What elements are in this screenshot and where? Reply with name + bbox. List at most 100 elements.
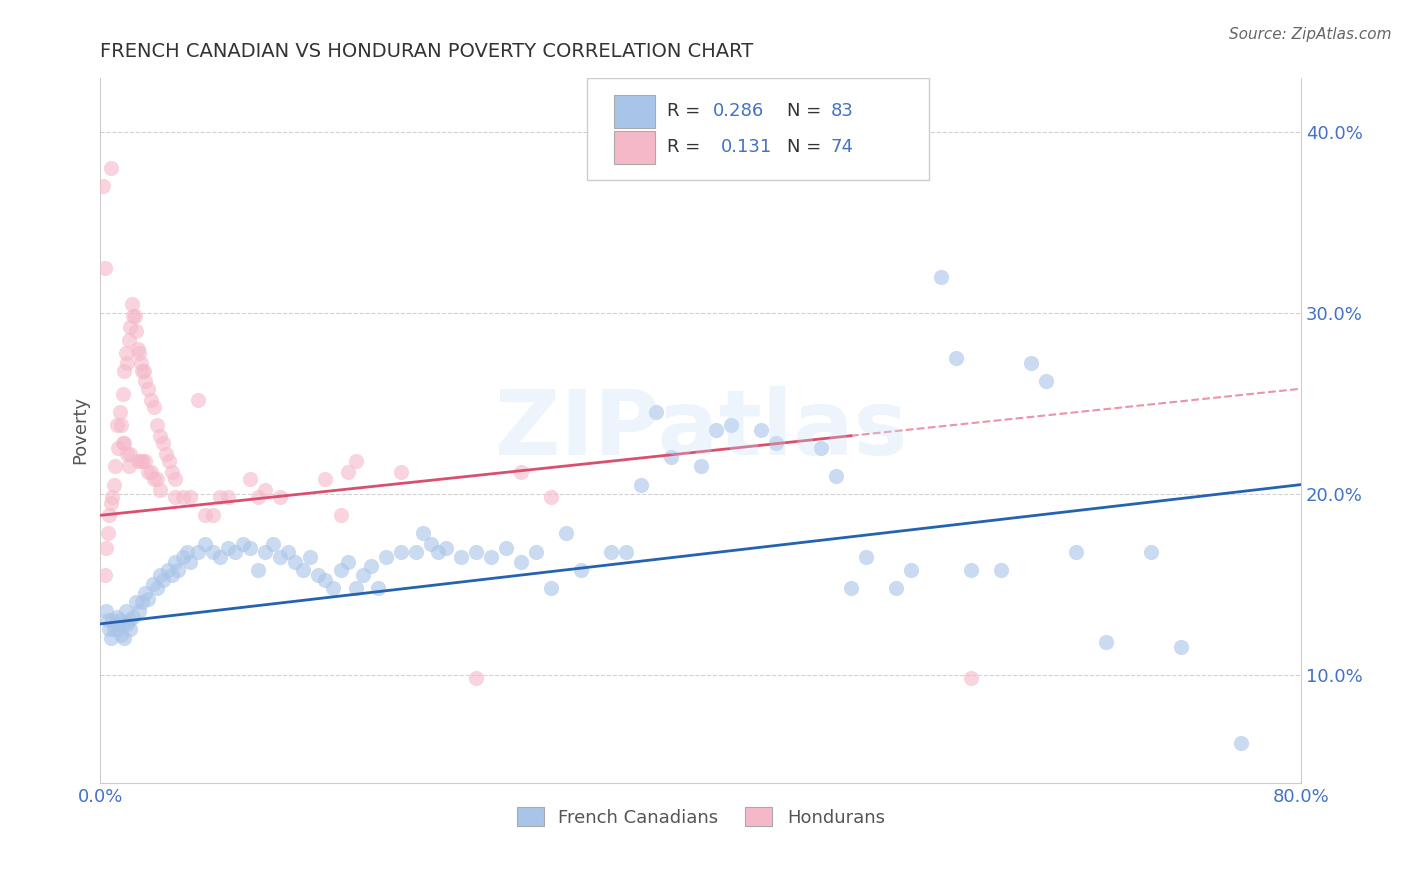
Point	[120, 447, 142, 461]
Point	[94, 568, 117, 582]
Point	[152, 436, 174, 450]
Point	[479, 549, 502, 564]
Point	[239, 541, 262, 555]
Point	[131, 454, 153, 468]
Point	[1035, 375, 1057, 389]
Point	[194, 537, 217, 551]
Point	[112, 632, 135, 646]
Point	[129, 454, 152, 468]
Point	[120, 622, 142, 636]
Point	[704, 423, 727, 437]
Point	[96, 541, 118, 555]
Point	[1170, 640, 1192, 655]
Point	[100, 161, 122, 175]
Point	[720, 417, 742, 432]
Point	[322, 581, 344, 595]
Point	[246, 563, 269, 577]
Text: 0.131: 0.131	[721, 138, 772, 156]
Point	[149, 429, 172, 443]
Point	[101, 613, 124, 627]
Point	[540, 490, 562, 504]
Point	[128, 345, 150, 359]
Point	[194, 508, 217, 523]
Point	[945, 351, 967, 365]
Point	[122, 310, 145, 324]
Point	[100, 632, 122, 646]
Point	[96, 604, 118, 618]
Point	[117, 356, 139, 370]
FancyBboxPatch shape	[614, 131, 655, 163]
Point	[277, 544, 299, 558]
Point	[162, 465, 184, 479]
Text: 74: 74	[831, 138, 853, 156]
Point	[179, 490, 201, 504]
Point	[614, 544, 637, 558]
Point	[125, 595, 148, 609]
Point	[146, 417, 169, 432]
Point	[165, 555, 187, 569]
Point	[127, 342, 149, 356]
Point	[142, 577, 165, 591]
Point	[810, 442, 832, 456]
Point	[434, 541, 457, 555]
Point	[108, 405, 131, 419]
Point	[262, 537, 284, 551]
Text: Source: ZipAtlas.com: Source: ZipAtlas.com	[1229, 27, 1392, 42]
Point	[299, 549, 322, 564]
Point	[630, 477, 652, 491]
Point	[1230, 736, 1253, 750]
Point	[134, 454, 156, 468]
Point	[155, 447, 177, 461]
Point	[315, 472, 337, 486]
Point	[105, 609, 128, 624]
Point	[269, 490, 291, 504]
Point	[112, 436, 135, 450]
Point	[143, 472, 166, 486]
Point	[117, 616, 139, 631]
Point	[900, 563, 922, 577]
Point	[110, 628, 132, 642]
Point	[929, 269, 952, 284]
Point	[118, 459, 141, 474]
Point	[855, 549, 877, 564]
Point	[165, 472, 187, 486]
Point	[134, 586, 156, 600]
Point	[239, 472, 262, 486]
Point	[374, 549, 396, 564]
Point	[1095, 635, 1118, 649]
Text: ZIPatlas: ZIPatlas	[495, 386, 907, 475]
Point	[960, 563, 983, 577]
Point	[765, 436, 787, 450]
Point	[118, 613, 141, 627]
Point	[405, 544, 427, 558]
Point	[524, 544, 547, 558]
Point	[112, 364, 135, 378]
Point	[143, 400, 166, 414]
Legend: French Canadians, Hondurans: French Canadians, Hondurans	[509, 800, 891, 834]
Point	[990, 563, 1012, 577]
Point	[138, 382, 160, 396]
Point	[201, 544, 224, 558]
Point	[176, 544, 198, 558]
Point	[124, 310, 146, 324]
Point	[111, 387, 134, 401]
Point	[209, 490, 232, 504]
Point	[98, 508, 121, 523]
Point	[172, 490, 194, 504]
Text: FRENCH CANADIAN VS HONDURAN POVERTY CORRELATION CHART: FRENCH CANADIAN VS HONDURAN POVERTY CORR…	[100, 42, 754, 61]
Point	[118, 333, 141, 347]
Point	[1064, 544, 1087, 558]
Point	[209, 549, 232, 564]
Point	[360, 559, 382, 574]
Point	[149, 568, 172, 582]
Point	[509, 465, 531, 479]
Point	[412, 526, 434, 541]
Point	[115, 345, 138, 359]
Text: N =: N =	[787, 138, 827, 156]
Point	[749, 423, 772, 437]
Point	[131, 595, 153, 609]
Point	[97, 613, 120, 627]
Point	[232, 537, 254, 551]
Point	[120, 320, 142, 334]
Point	[464, 544, 486, 558]
